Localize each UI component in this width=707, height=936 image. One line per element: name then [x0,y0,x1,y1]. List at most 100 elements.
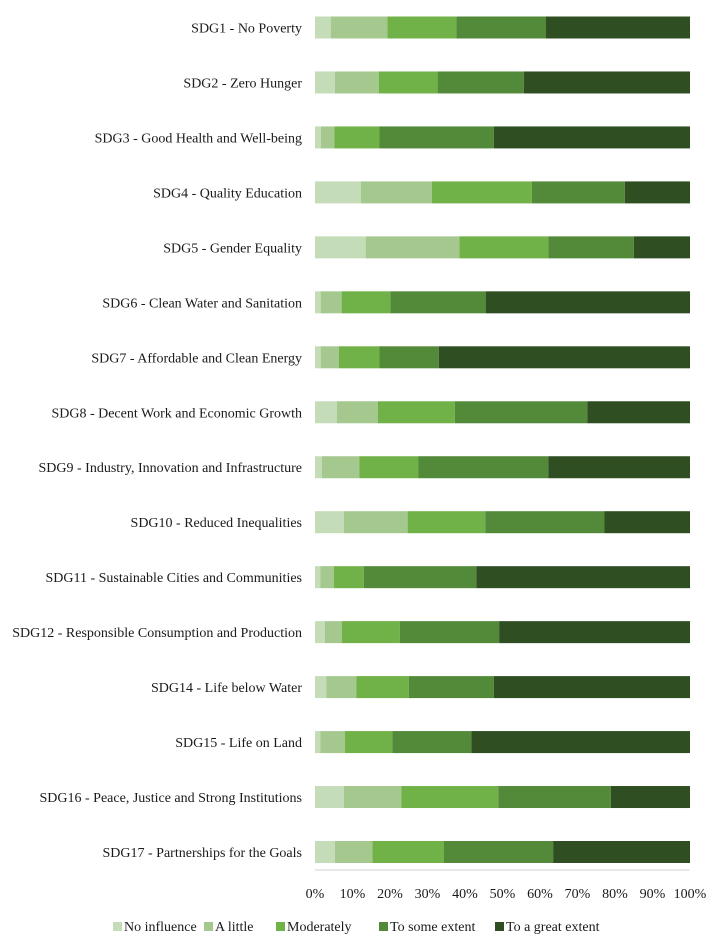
bar-segment-1 [315,291,321,314]
x-tick-label: 0% [306,887,325,902]
bar-segment-1 [315,181,361,204]
bar-segment-3 [378,71,438,94]
bar-segment-5 [604,511,690,534]
x-tick-label: 90% [640,887,666,902]
bar-segment-4 [418,456,549,479]
bar-segment-5 [548,456,690,479]
bar-segment-2 [321,456,360,479]
bar-segment-4 [408,676,494,699]
category-label: SDG16 - Peace, Justice and Strong Instit… [40,791,302,806]
bar-segment-5 [476,566,690,589]
bar-segment-3 [407,511,486,534]
category-label: SDG11 - Sustainable Cities and Communiti… [45,571,302,586]
bar-segment-5 [438,346,690,369]
bar-segment-2 [343,511,408,534]
category-label: SDG12 - Responsible Consumption and Prod… [12,626,302,641]
bar-segment-2 [320,566,334,589]
x-tick-label: 60% [527,887,553,902]
bar-segment-1 [315,346,321,369]
bars [315,16,691,863]
bar-segment-4 [437,71,524,94]
bar-segment-2 [330,16,388,39]
category-label: SDG1 - No Poverty [191,22,302,37]
category-label: SDG4 - Quality Education [153,186,302,201]
bar-segment-3 [387,16,457,39]
bar-segment-4 [498,786,611,809]
category-label: SDG6 - Clean Water and Sanitation [102,296,302,311]
x-tick-label: 10% [340,887,366,902]
bar-segment-4 [392,731,472,754]
bar-segment-3 [341,291,391,314]
legend: No influence A little Moderately To some ex… [113,920,600,935]
x-tick-label: 100% [674,887,707,902]
category-label: SDG7 - Affordable and Clean Energy [91,351,302,366]
bar-segment-2 [365,236,460,259]
bar-segment-3 [339,346,380,369]
bar-segment-2 [334,841,373,863]
bar-segment-1 [315,731,321,754]
bar-segment-1 [315,71,335,94]
category-label: SDG9 - Industry, Innovation and Infrastr… [39,461,302,476]
bar-segment-2 [320,731,345,754]
legend-swatch [379,922,388,931]
bar-segment-2 [324,621,342,644]
bar-segment-5 [633,236,690,259]
bar-segment-1 [315,841,335,863]
bar-segment-2 [326,676,357,699]
bar-segment-3 [432,181,532,204]
x-tick-label: 70% [565,887,591,902]
bar-segment-3 [342,621,400,644]
bar-segment-5 [610,786,691,809]
bar-segment-4 [390,291,487,314]
bar-segment-1 [315,786,344,809]
x-tick-label: 50% [490,887,516,902]
x-tick-label: 30% [415,887,441,902]
bar-segment-4 [379,126,494,149]
category-label: SDG10 - Reduced Inequalities [131,516,302,531]
legend-swatch [204,922,213,931]
bar-segment-4 [379,346,439,369]
bar-segment-4 [548,236,634,259]
bar-segment-1 [315,456,322,479]
category-label: SDG5 - Gender Equality [163,241,302,256]
legend-label: No influence [124,920,197,935]
bar-segment-3 [356,676,409,699]
bar-segment-3 [345,731,393,754]
bar-segment-5 [546,16,690,39]
bar-segment-2 [343,786,402,809]
category-labels: SDG1 - No Poverty SDG2 - Zero Hunger SDG3 … [12,22,302,862]
bar-segment-4 [399,621,500,644]
x-tick-label: 80% [602,887,628,902]
bar-segment-5 [493,676,691,699]
category-label: SDG8 - Decent Work and Economic Growth [51,406,302,421]
x-tick-label: 40% [452,887,478,902]
bar-segment-4 [531,181,625,204]
category-label: SDG17 - Partnerships for the Goals [103,846,302,861]
bar-segment-2 [334,71,379,94]
bar-segment-5 [553,841,691,863]
bar-segment-3 [359,456,419,479]
bar-segment-2 [320,291,342,314]
bar-segment-4 [363,566,477,589]
bar-segment-1 [315,16,331,39]
bar-segment-5 [486,291,690,314]
bar-segment-3 [378,401,455,424]
legend-swatch [113,922,122,931]
category-label: SDG3 - Good Health and Well-being [95,131,302,146]
bar-segment-4 [444,841,554,863]
legend-label: To a great extent [506,920,600,935]
bar-segment-5 [499,621,691,644]
x-axis-ticks: 0% 10% 20% 30% 40% 50% 60% 70% 80% 90% 100% [306,887,707,902]
bar-segment-1 [315,511,344,534]
bar-segment-2 [336,401,378,424]
bar-segment-3 [334,126,380,149]
bar-segment-4 [454,401,588,424]
x-tick-label: 20% [377,887,403,902]
bar-segment-5 [493,126,691,149]
bar-segment-5 [471,731,691,754]
legend-swatch [276,922,285,931]
bar-segment-3 [372,841,445,863]
bar-segment-1 [315,401,337,424]
category-label: SDG15 - Life on Land [175,736,302,751]
